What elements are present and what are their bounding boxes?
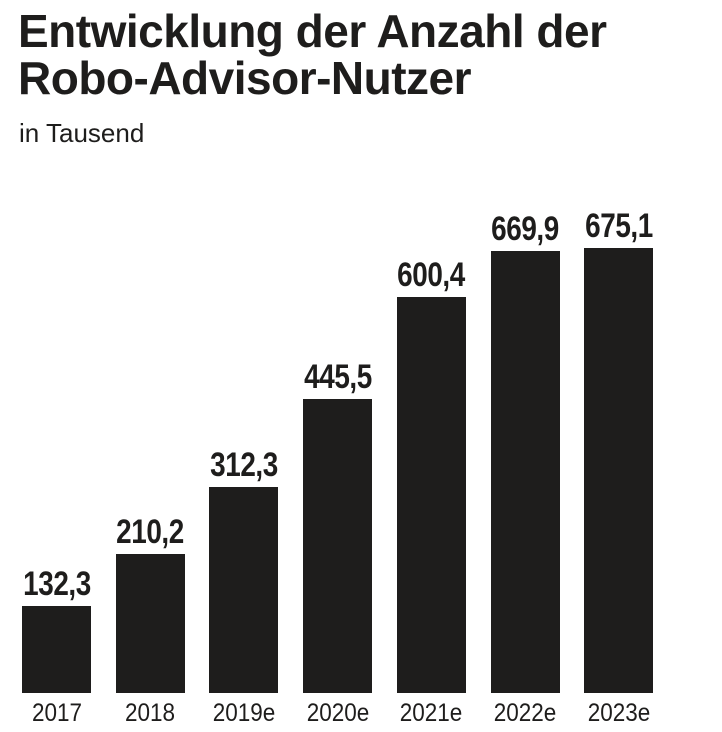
value-label-2017: 132,3	[22, 564, 91, 603]
chart-subtitle: in Tausend	[19, 118, 145, 148]
value-label-2023e: 675,1	[584, 207, 653, 245]
x-tick-label-2017: 2017	[31, 699, 82, 727]
value-label-2018: 210,2	[116, 513, 185, 552]
chart-title-line-1: Entwicklung der Anzahl der	[18, 5, 607, 57]
bar-2023e	[584, 248, 654, 693]
value-label-2021e: 600,4	[397, 256, 466, 295]
bar-2017	[22, 605, 91, 693]
value-label-2020e: 445,5	[303, 358, 372, 397]
x-tick-label-2023e: 2023e	[587, 699, 650, 727]
x-tick-label-2022e: 2022e	[493, 699, 557, 727]
bar-2022e	[490, 251, 560, 693]
bar-2019e	[209, 487, 279, 693]
bar-2020e	[303, 399, 373, 693]
x-tick-label-2021e: 2021e	[400, 699, 463, 727]
value-label-2019e: 312,3	[210, 446, 278, 485]
value-label-2022e: 669,9	[491, 210, 559, 249]
x-tick-label-2020e: 2020e	[306, 699, 369, 727]
bar-2021e	[396, 297, 466, 693]
bar-2018	[115, 554, 185, 693]
chart-title-line-2: Robo-Advisor-Nutzer	[18, 52, 472, 104]
x-tick-label-2018: 2018	[125, 699, 176, 727]
chart-title: Entwicklung der Anzahl der Robo-Advisor-…	[18, 5, 607, 104]
x-tick-label-2019e: 2019e	[212, 699, 276, 727]
